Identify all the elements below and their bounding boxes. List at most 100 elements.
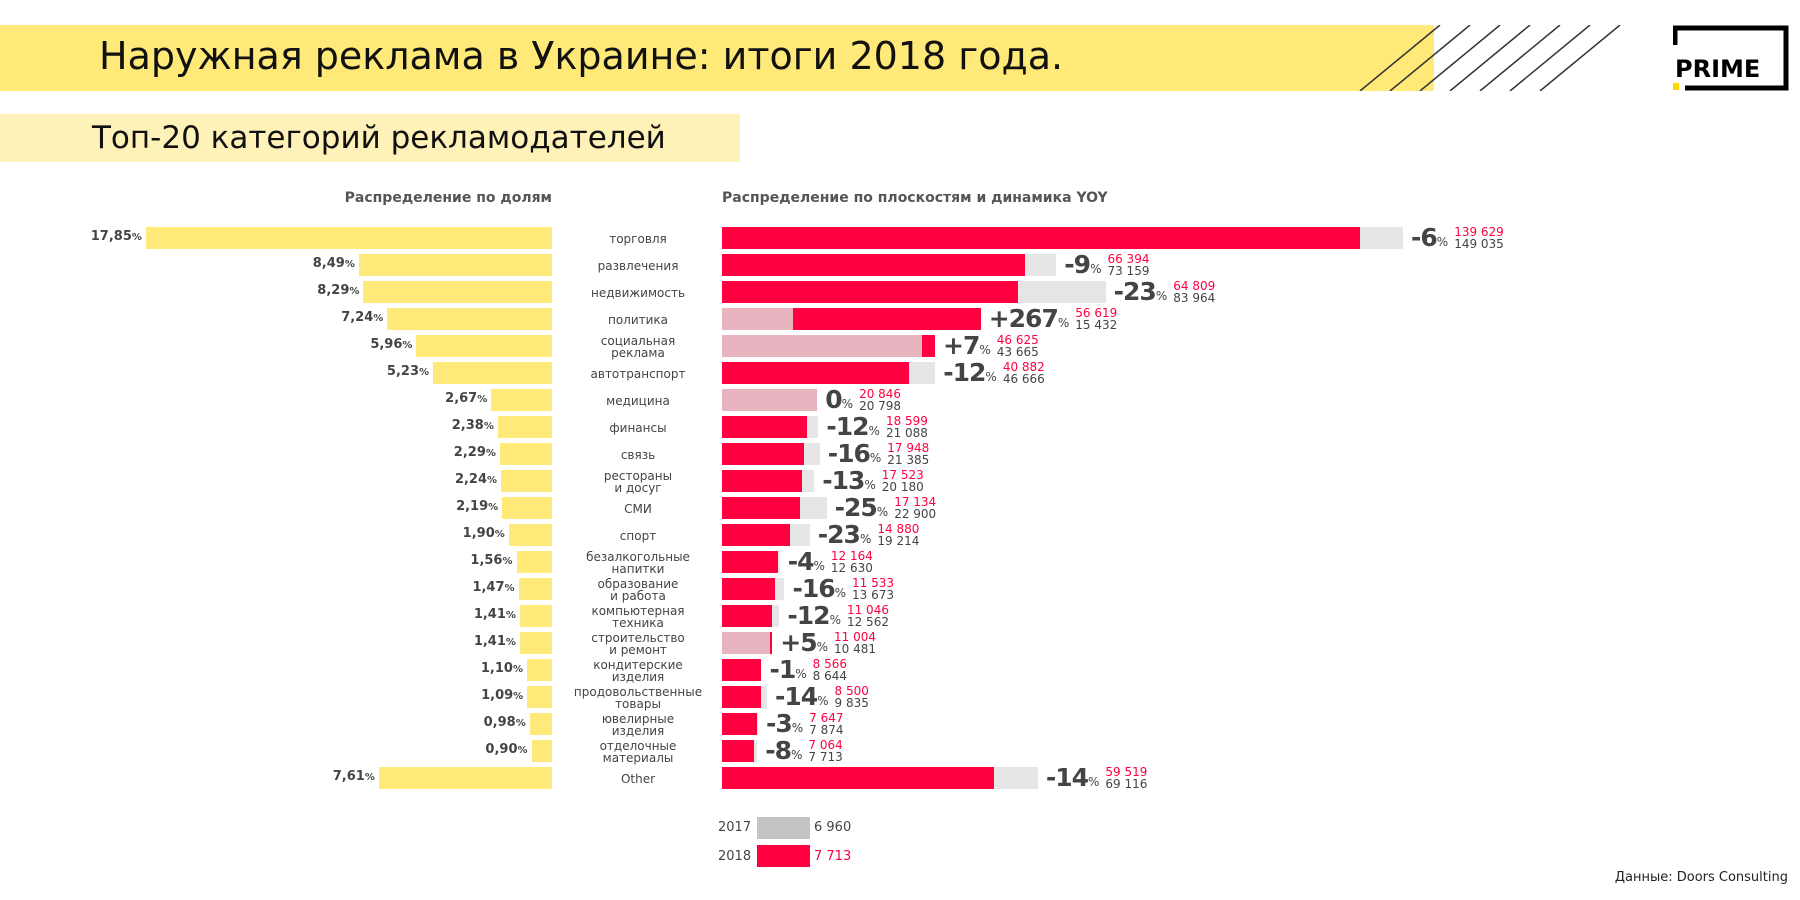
yoy-label: -8% — [765, 736, 802, 770]
share-value: 5,23 — [386, 364, 419, 379]
share-value: 2,38 — [451, 418, 484, 433]
share-bar — [519, 632, 552, 654]
values-label: 12 164 12 630 — [831, 550, 873, 574]
yoy-label: -13% — [822, 466, 876, 500]
values-label: 11 004 10 481 — [834, 631, 876, 655]
value-2018: 7 064 — [808, 738, 843, 752]
share-label: 8,29% — [317, 283, 359, 298]
share-bar — [501, 470, 552, 492]
bar-2018 — [722, 740, 755, 762]
category-label: автотранспорт — [590, 366, 686, 381]
percent-sign: % — [813, 559, 825, 573]
values-label: 66 394 73 159 — [1107, 253, 1149, 277]
table-row: 2,24% рестораны и досуг -13% 17 523 20 1… — [0, 466, 1800, 495]
table-row: 5,96% социальная реклама +7% 46 625 43 6… — [0, 331, 1800, 360]
percent-sign: % — [485, 448, 496, 459]
bar-2018 — [722, 470, 803, 492]
share-label: 2,19% — [456, 499, 498, 514]
value-2017: 8 644 — [812, 669, 848, 683]
percent-sign: % — [488, 502, 499, 513]
value-2018: 46 625 — [996, 333, 1039, 347]
values-label: 64 809 83 964 — [1173, 280, 1215, 304]
value-2017: 73 159 — [1107, 264, 1150, 278]
value-2017: 20 180 — [881, 480, 924, 494]
yoy-label: -3% — [766, 709, 803, 743]
value-2017: 10 481 — [834, 642, 877, 656]
yoy-label: -14% — [775, 682, 829, 716]
table-row: 17,85% торговля -6% 139 629 149 035 — [0, 223, 1800, 252]
value-2018: 66 394 — [1107, 252, 1150, 266]
share-label: 0,90% — [485, 742, 527, 757]
table-row: 2,38% финансы -12% 18 599 21 088 — [0, 412, 1800, 441]
share-label: 1,47% — [472, 580, 514, 595]
value-2018: 11 046 — [846, 603, 889, 617]
share-value: 0,98 — [483, 715, 516, 730]
value-2017: 83 964 — [1173, 291, 1216, 305]
bar-2018 — [722, 524, 790, 546]
table-row: 5,23% автотранспорт -12% 40 882 46 666 — [0, 358, 1800, 387]
yoy-annotation: -23% 14 880 19 214 — [818, 520, 920, 554]
percent-sign: % — [841, 397, 854, 411]
share-value: 1,90 — [462, 526, 495, 541]
share-bar — [516, 551, 552, 573]
values-label: 14 880 19 214 — [877, 523, 919, 547]
percent-sign: % — [487, 475, 498, 486]
yoy-value: -12 — [943, 358, 986, 387]
percent-sign: % — [344, 259, 355, 270]
share-bar — [145, 227, 552, 249]
data-source: Данные: Doors Consulting — [1614, 870, 1788, 885]
yoy-value: -23 — [1113, 277, 1157, 306]
table-row: 7,24% политика +267% 56 619 15 432 — [0, 304, 1800, 333]
yoy-annotation: -13% 17 523 20 180 — [822, 466, 924, 500]
right-chart-title: Распределение по плоскостям и динамика Y… — [722, 190, 1108, 206]
table-row: 1,41% компьютерная техника -12% 11 046 1… — [0, 601, 1800, 630]
yoy-label: -12% — [787, 601, 841, 635]
share-bar — [519, 605, 552, 627]
share-bar — [433, 362, 552, 384]
table-row: 8,49% развлечения -9% 66 394 73 159 — [0, 250, 1800, 279]
yoy-annotation: -8% 7 064 7 713 — [765, 736, 843, 770]
value-2018: 64 809 — [1173, 279, 1216, 293]
share-label: 1,41% — [474, 607, 516, 622]
values-label: 18 599 21 088 — [886, 415, 928, 439]
yoy-annotation: -12% 11 046 12 562 — [787, 601, 889, 635]
yoy-value: -13 — [822, 466, 865, 495]
percent-sign: % — [517, 745, 528, 756]
yoy-label: -16% — [792, 574, 846, 608]
table-row: 1,09% продовольственные товары -14% 8 50… — [0, 682, 1800, 711]
yoy-label: +7% — [943, 331, 991, 365]
yoy-annotation: -16% 11 533 13 673 — [792, 574, 894, 608]
yoy-annotation: +267% 56 619 15 432 — [989, 304, 1118, 338]
yoy-annotation: 0% 20 846 20 798 — [825, 385, 901, 419]
left-chart-title: Распределение по долям — [344, 190, 552, 206]
percent-sign: % — [373, 313, 384, 324]
yoy-value: -8 — [765, 736, 792, 765]
share-value: 5,96 — [370, 337, 403, 352]
yoy-label: 0% — [825, 385, 853, 419]
category-label: Other — [620, 771, 656, 786]
category-label: отделочные материалы — [599, 738, 677, 765]
share-label: 8,49% — [313, 256, 355, 271]
value-2017: 22 900 — [894, 507, 937, 521]
percent-sign: % — [515, 718, 526, 729]
bar-2018 — [722, 659, 762, 681]
percent-sign: % — [513, 691, 524, 702]
share-label: 5,96% — [370, 337, 412, 352]
yoy-annotation: -25% 17 134 22 900 — [835, 493, 937, 527]
value-2018: 40 882 — [1002, 360, 1045, 374]
bar-2018 — [722, 578, 775, 600]
yoy-label: -1% — [769, 655, 806, 689]
table-row: 1,41% строительство и ремонт +5% 11 004 … — [0, 628, 1800, 657]
category-label: СМИ — [624, 501, 652, 516]
share-bar — [508, 524, 552, 546]
value-2018: 11 004 — [834, 630, 877, 644]
table-row: 2,29% связь -16% 17 948 21 385 — [0, 439, 1800, 468]
table-row: 2,19% СМИ -25% 17 134 22 900 — [0, 493, 1800, 522]
category-label: продовольственные товары — [573, 684, 703, 711]
category-label: рестораны и досуг — [603, 468, 673, 495]
category-label: недвижимость — [590, 285, 686, 300]
header-bar — [0, 25, 1434, 91]
yoy-label: -12% — [826, 412, 880, 446]
yoy-annotation: -23% 64 809 83 964 — [1114, 277, 1216, 311]
percent-sign: % — [869, 451, 882, 465]
